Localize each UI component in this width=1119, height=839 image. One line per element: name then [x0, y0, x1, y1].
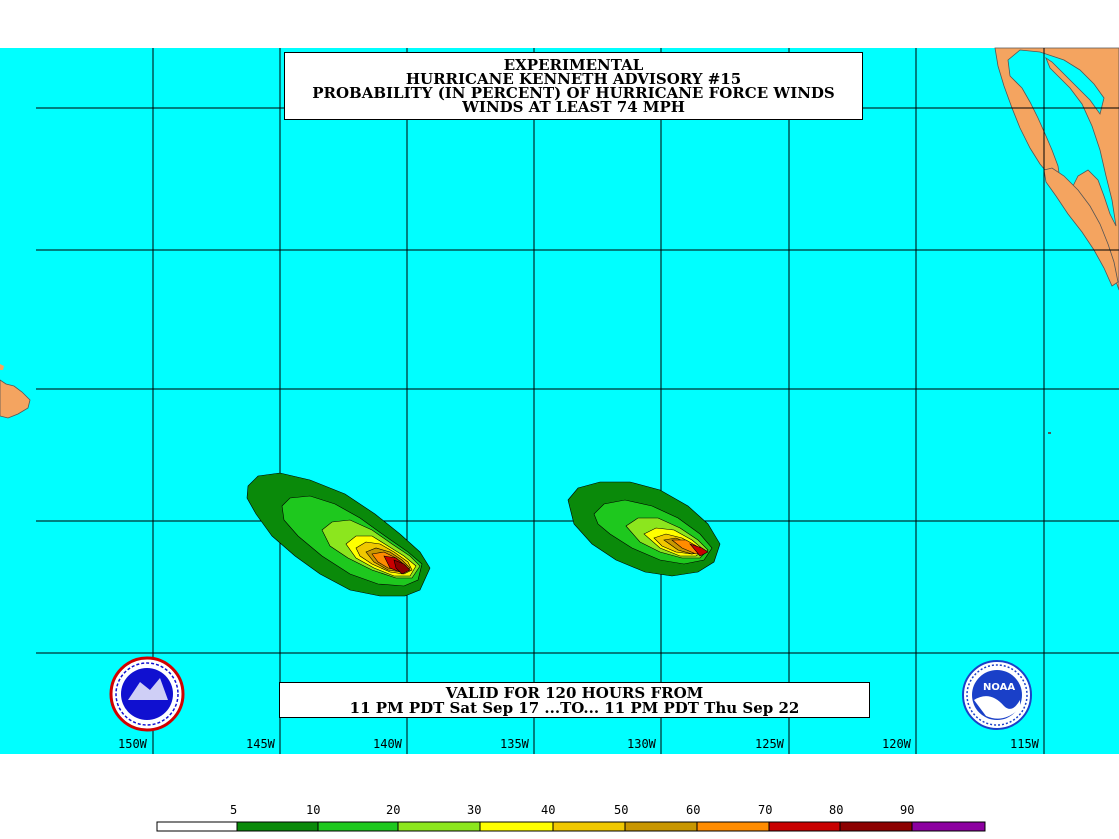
legend-swatch — [479, 821, 554, 832]
noaa-logo-text: NOAA — [983, 682, 1015, 693]
lon-label-115w: 115W — [1010, 737, 1039, 751]
lon-label-140w: 140W — [373, 737, 402, 751]
lon-label-135w: 135W — [500, 737, 529, 751]
legend-swatch — [236, 821, 319, 832]
legend-swatch — [624, 821, 698, 832]
legend-swatch — [696, 821, 770, 832]
legend-swatch — [552, 821, 626, 832]
legend-swatch — [397, 821, 481, 832]
legend-threshold-50: 50 — [614, 803, 629, 817]
legend-threshold-10: 10 — [306, 803, 321, 817]
legend-swatch — [317, 821, 399, 832]
lon-label-150w: 150W — [118, 737, 147, 751]
legend-threshold-90: 90 — [900, 803, 915, 817]
baja-peninsula — [1043, 167, 1119, 287]
title-line-4: WINDS AT LEAST 74 MPH — [462, 98, 685, 116]
title-box: EXPERIMENTAL HURRICANE KENNETH ADVISORY … — [284, 52, 863, 120]
legend-swatch — [911, 821, 986, 832]
hawaii-island — [0, 379, 31, 419]
legend-swatch — [839, 821, 913, 832]
legend-swatch — [768, 821, 841, 832]
legend-threshold-70: 70 — [758, 803, 773, 817]
title-line-2: HURRICANE KENNETH ADVISORY #15 — [405, 70, 742, 88]
legend-threshold-5: 5 — [230, 803, 238, 817]
nws-logo — [109, 656, 185, 732]
lon-label-145w: 145W — [246, 737, 275, 751]
lon-label-130w: 130W — [627, 737, 656, 751]
lon-label-125w: 125W — [755, 737, 784, 751]
legend-threshold-60: 60 — [686, 803, 701, 817]
ocean-area — [0, 48, 1119, 754]
legend-color-bar — [156, 821, 986, 832]
legend-threshold-30: 30 — [467, 803, 482, 817]
title-line-1: EXPERIMENTAL — [503, 56, 644, 74]
probability-swath-west — [246, 472, 431, 597]
lon-label-120w: 120W — [882, 737, 911, 751]
valid-line-2: 11 PM PDT Sat Sep 17 ...TO... 11 PM PDT … — [349, 699, 800, 717]
islet-dot — [1048, 432, 1051, 434]
noaa-logo — [962, 660, 1032, 730]
title-line-3: PROBABILITY (IN PERCENT) OF HURRICANE FO… — [312, 84, 835, 102]
legend-swatch — [156, 821, 238, 832]
legend-threshold-80: 80 — [829, 803, 844, 817]
probability-swath-east — [567, 481, 721, 577]
valid-period-box: VALID FOR 120 HOURS FROM 11 PM PDT Sat S… — [279, 682, 870, 718]
legend-threshold-40: 40 — [541, 803, 556, 817]
hawaii-islet — [0, 364, 4, 370]
legend-threshold-20: 20 — [386, 803, 401, 817]
valid-line-1: VALID FOR 120 HOURS FROM — [445, 684, 704, 702]
